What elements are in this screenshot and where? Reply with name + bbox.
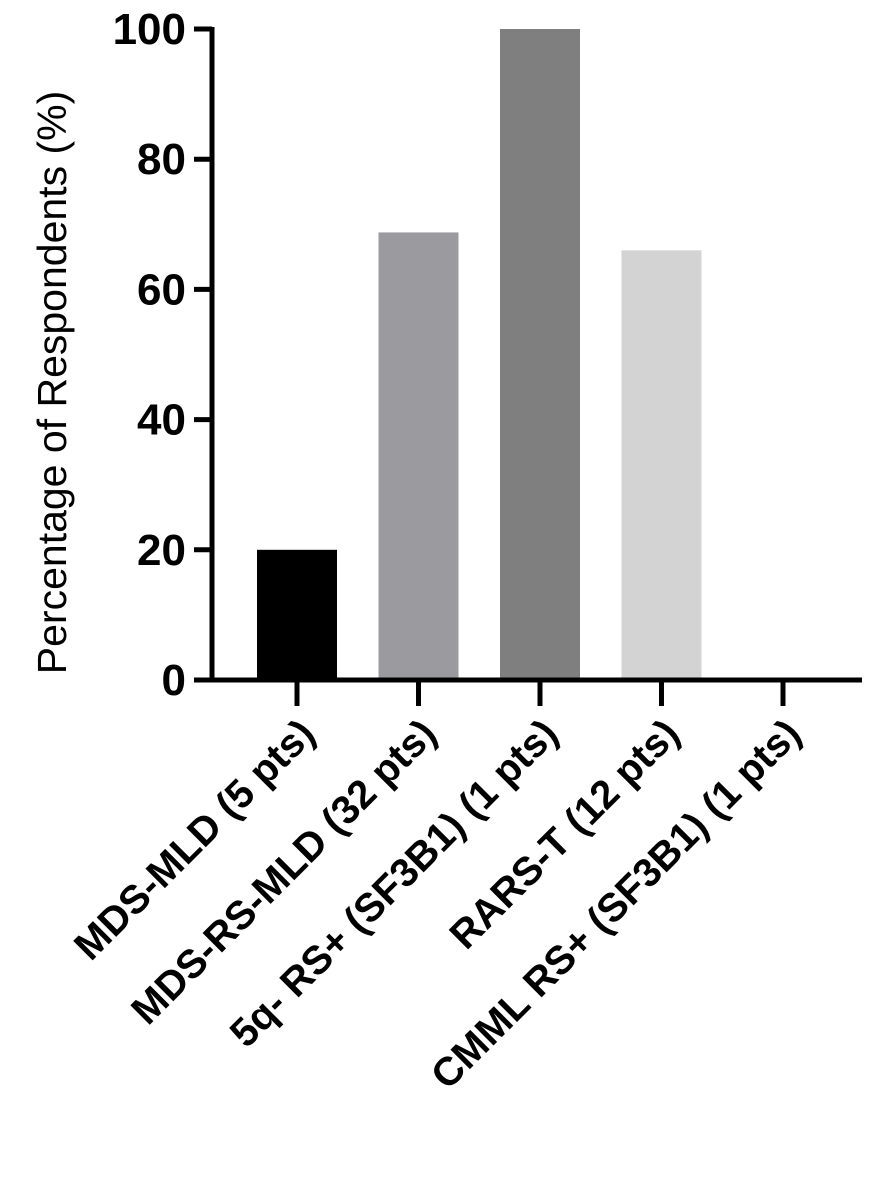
bar [257,549,337,680]
y-tick-label: 100 [113,5,186,54]
bar [500,29,580,680]
bar [378,232,459,680]
y-tick-label: 80 [137,135,186,184]
y-axis-ticks: 0 20 40 60 80 100 [113,5,212,705]
x-tick-label: RARS-T (12 pts) [441,711,687,957]
y-axis-title: Percentage of Respondents (%) [29,91,75,674]
x-axis-ticks [294,680,786,706]
y-tick-label: 60 [137,265,186,314]
y-tick-label: 0 [162,656,186,705]
bars [257,29,702,680]
bar [621,250,702,680]
y-tick-label: 20 [137,526,186,575]
y-tick-label: 40 [137,396,186,445]
x-axis-labels: MDS-MLD (5 pts)MDS-RS-MLD (32 pts)5q- RS… [66,711,809,1098]
